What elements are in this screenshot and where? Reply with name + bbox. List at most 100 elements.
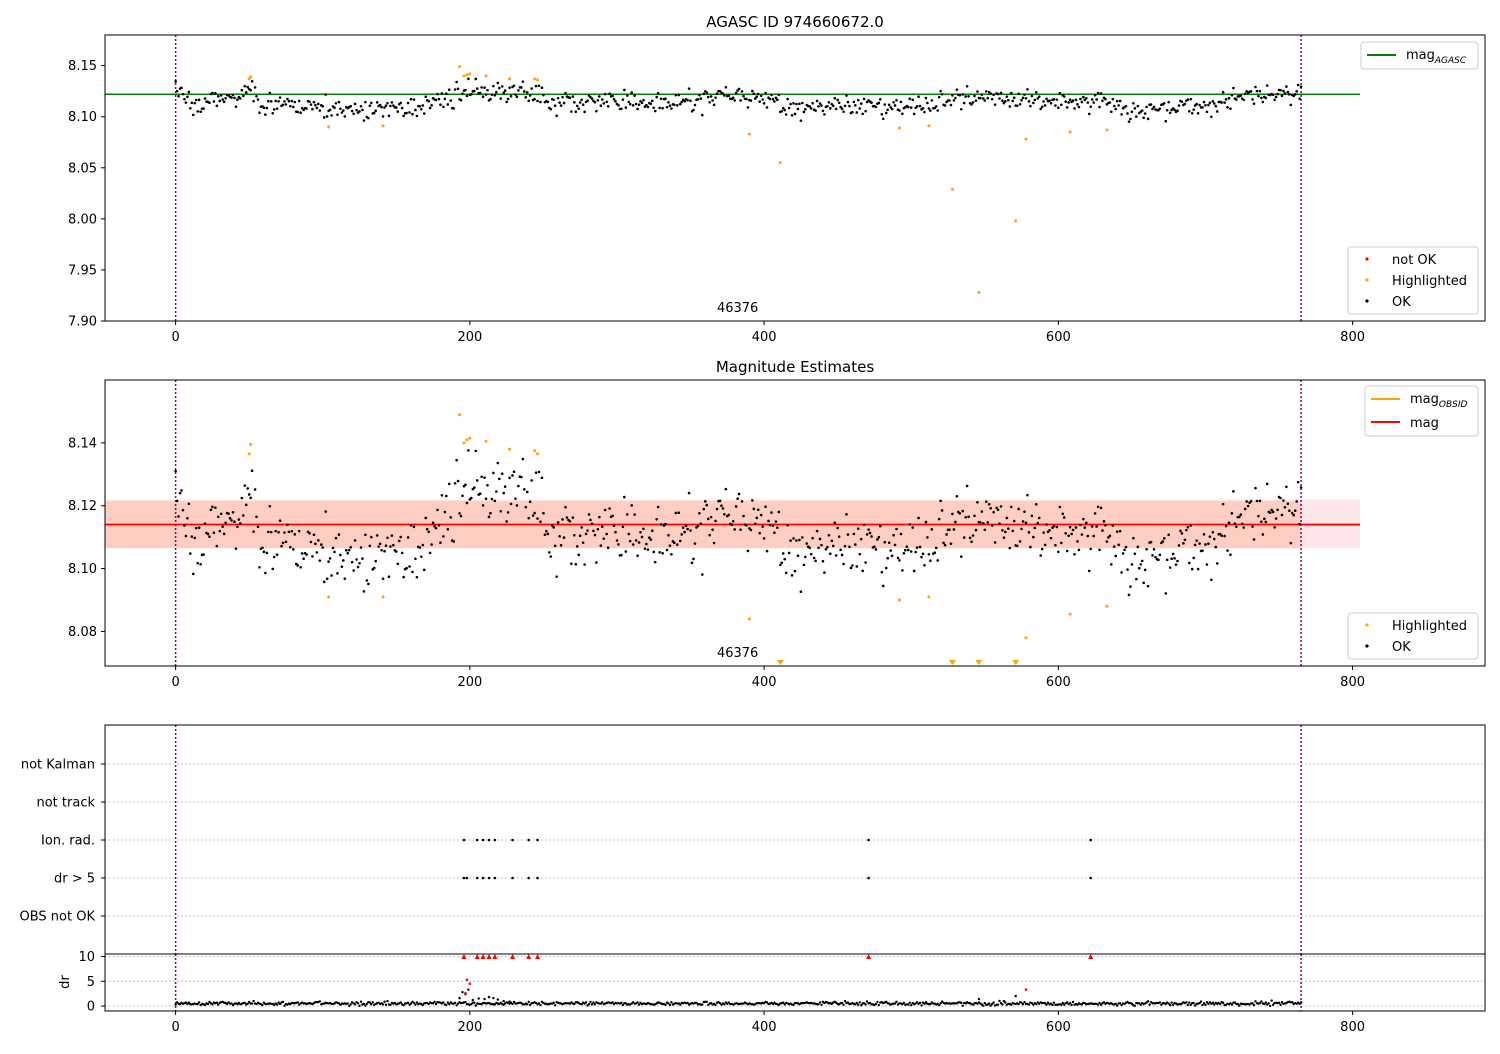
ok-point: [818, 537, 822, 541]
ok-point: [1193, 543, 1197, 547]
ok-point: [1015, 544, 1019, 548]
ion-rad-flag-point: [867, 838, 870, 842]
ok-point: [755, 95, 759, 98]
ok-point: [1082, 95, 1085, 99]
highlighted-point: [249, 442, 253, 446]
ok-point: [1280, 513, 1284, 517]
ok-point: [893, 543, 897, 547]
ok-point: [937, 95, 941, 99]
highlighted-point: [536, 452, 540, 456]
dr-point: [471, 998, 475, 1002]
ok-point: [577, 107, 581, 110]
ok-point: [467, 77, 470, 81]
ok-point: [664, 522, 667, 526]
y-tick-label: 8.10: [68, 562, 97, 577]
ok-point: [502, 491, 505, 495]
ok-point: [222, 100, 226, 104]
dr-point: [1035, 1002, 1038, 1006]
ok-point: [971, 534, 975, 537]
ok-point: [305, 107, 308, 110]
ok-point: [599, 104, 603, 107]
dr-axis-label: dr: [58, 975, 73, 989]
ok-point: [1220, 101, 1223, 104]
ok-point: [684, 524, 688, 528]
ok-point: [330, 574, 333, 577]
ok-point: [549, 107, 553, 111]
ok-point: [490, 497, 494, 501]
ok-point: [787, 106, 791, 110]
ok-point: [405, 111, 408, 115]
ok-point: [493, 499, 497, 503]
ok-point: [908, 97, 912, 101]
ok-point: [1045, 523, 1048, 526]
ok-point: [677, 93, 681, 97]
ok-point: [1261, 533, 1265, 536]
ok-point: [1176, 109, 1179, 112]
dr-point: [1167, 1002, 1170, 1005]
ok-point: [175, 499, 179, 503]
ok-point: [1132, 536, 1135, 540]
ok-point: [1239, 94, 1243, 97]
ok-point: [256, 525, 260, 529]
ok-point: [784, 113, 788, 116]
dr-point: [414, 1003, 417, 1006]
ok-point: [396, 110, 400, 113]
ok-point: [574, 110, 578, 114]
ok-point: [765, 106, 769, 109]
ok-point: [702, 507, 706, 511]
ok-point: [421, 104, 425, 107]
ok-point: [199, 110, 202, 114]
dr-point: [855, 1001, 858, 1005]
dr-point: [365, 1002, 369, 1006]
x-tick-label: 600: [1046, 330, 1071, 345]
ok-point: [715, 92, 719, 96]
ok-point: [951, 512, 954, 516]
ok-point: [286, 97, 289, 101]
ok-point: [1126, 112, 1129, 115]
ok-point: [375, 534, 379, 537]
ok-point: [1260, 96, 1263, 100]
ok-point: [1004, 530, 1007, 534]
dr-capped-marker: [474, 953, 480, 959]
ok-point: [1011, 529, 1015, 533]
ok-point: [517, 484, 520, 488]
ok-point: [1190, 112, 1194, 115]
ok-point: [620, 107, 623, 111]
dr-point: [679, 1003, 682, 1006]
ok-point: [312, 100, 316, 104]
ok-point: [645, 542, 648, 546]
ok-point: [655, 517, 659, 521]
ok-point: [406, 536, 410, 539]
ok-point: [568, 519, 572, 523]
dr-point: [281, 1000, 285, 1004]
ok-point: [812, 556, 816, 560]
ok-point: [562, 101, 566, 105]
ok-point: [264, 113, 267, 116]
ok-point: [1293, 509, 1297, 512]
dr-point: [1230, 1003, 1234, 1006]
ok-point: [203, 522, 207, 525]
dr-point: [1218, 1002, 1222, 1006]
ok-point: [390, 534, 394, 537]
ok-point: [803, 108, 807, 111]
ok-point: [214, 92, 217, 95]
ok-point: [439, 103, 442, 107]
ok-point: [777, 93, 781, 97]
ok-point: [581, 541, 585, 544]
agasc-line-legend: magAGASC: [1360, 41, 1479, 70]
dr-capped-marker: [510, 953, 516, 959]
ok-point: [630, 504, 633, 507]
ok-point: [803, 555, 807, 559]
ok-point: [733, 528, 736, 531]
ok-point: [1062, 516, 1066, 519]
ok-point: [846, 100, 850, 104]
ok-point: [1115, 99, 1119, 103]
dr-point: [446, 1001, 449, 1004]
ok-point: [933, 551, 937, 555]
ok-point: [353, 539, 357, 542]
ok-point: [723, 513, 726, 516]
ok-point: [1227, 96, 1231, 100]
dr-point: [399, 1001, 402, 1004]
ok-point: [415, 575, 419, 579]
ok-point: [911, 98, 914, 102]
